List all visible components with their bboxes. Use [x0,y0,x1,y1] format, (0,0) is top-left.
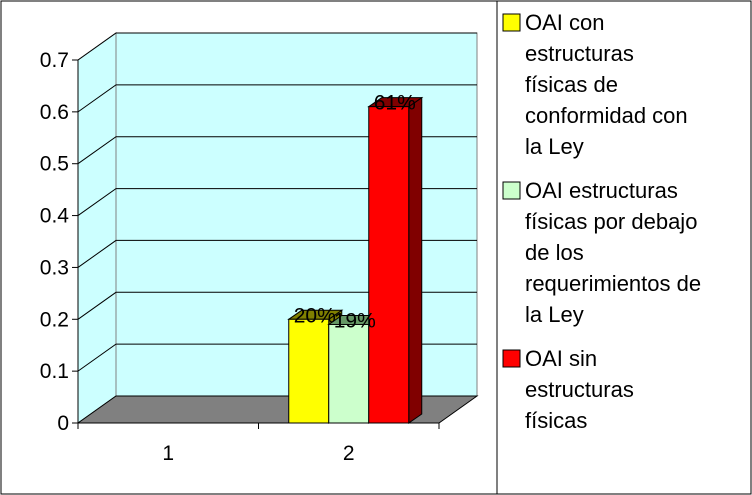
side-wall [77,32,117,424]
y-axis-ticks: 0 0.1 0.2 0.3 0.4 0.5 0.6 0.7 [40,49,78,435]
legend-label: OAI sin estructuras físicas [525,346,640,433]
legend-line: estructuras [525,41,634,66]
gridline [77,239,477,268]
legend-line: la Ley [525,134,584,159]
legend-line: de los [525,240,584,265]
legend-item: OAI con estructuras físicas de conformid… [502,10,694,159]
y-tick-label: 0.5 [40,153,69,176]
x-tick-label: 1 [162,442,174,465]
legend-line: físicas [525,408,587,433]
gridline [77,136,477,165]
bar-front [328,323,370,424]
y-tick-label: 0.6 [40,101,69,124]
legend-item: OAI estructuras físicas por debajo de lo… [502,178,707,327]
y-tick-label: 0.4 [40,205,70,228]
legend-line: requerimientos de [525,271,701,296]
legend-line: físicas de [525,72,618,97]
gridline [77,32,477,61]
legend-line: estructuras [525,377,634,402]
gridline [77,84,477,113]
data-label: 19% [334,309,376,332]
data-label: 20% [294,304,336,327]
gridline [77,291,477,320]
data-label: 61% [374,92,416,115]
legend-line: OAI sin [525,346,597,371]
legend: OAI con estructuras físicas de conformid… [502,10,707,433]
x-tick-label: 2 [343,442,355,465]
gridline [77,188,477,216]
y-tick-label: 0 [57,412,69,435]
legend-line: OAI con [525,10,604,35]
legend-label: OAI estructuras físicas por debajo de lo… [525,178,707,327]
y-tick-label: 0.2 [40,308,69,331]
legend-line: físicas por debajo [525,209,697,234]
legend-line: la Ley [525,302,584,327]
legend-swatch [502,181,521,200]
legend-swatch [502,349,521,368]
bar-front [288,318,330,424]
data-labels: 20%19% 61% [294,92,416,333]
legend-item: OAI sin estructuras físicas [502,346,640,433]
y-tick-label: 0.7 [40,49,69,72]
bar [367,96,424,424]
y-tick-label: 0.3 [40,256,69,279]
y-tick-label: 0.1 [40,360,69,383]
bar-side [408,96,423,424]
legend-swatch [502,13,521,32]
legend-label: OAI con estructuras físicas de conformid… [525,10,694,159]
legend-line: conformidad con [525,103,688,128]
bar-front [368,106,410,424]
bars [287,96,424,424]
legend-line: OAI estructuras [525,178,678,203]
